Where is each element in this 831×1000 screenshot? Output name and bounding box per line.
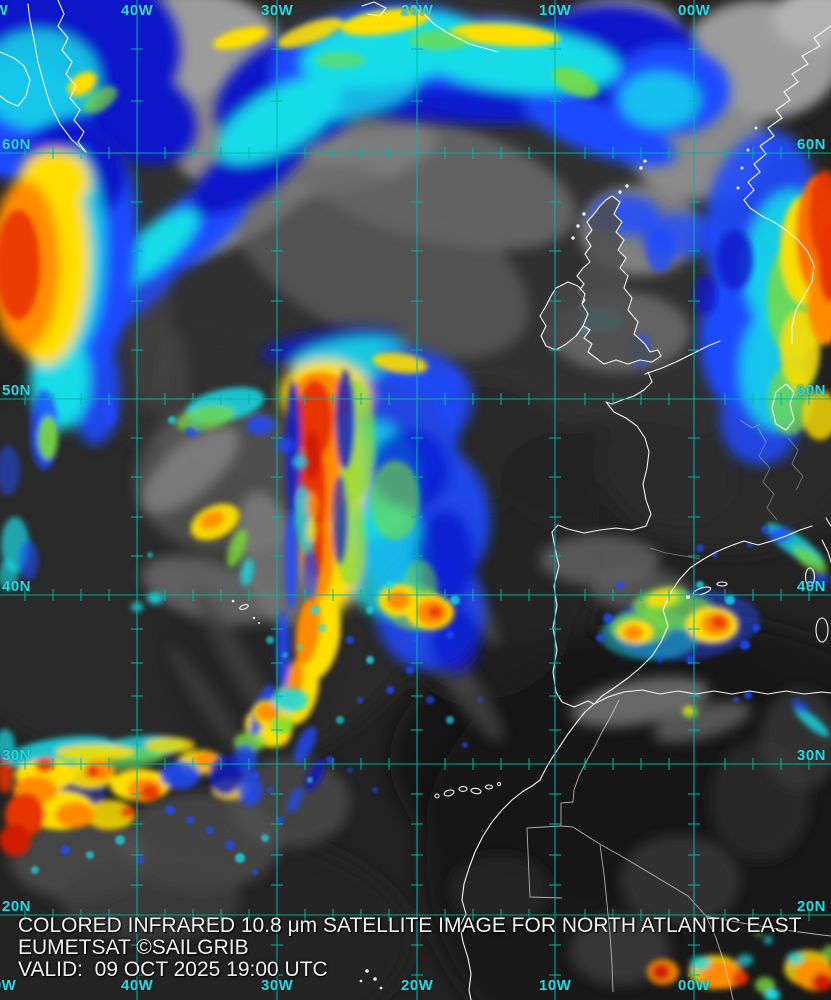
cloud-band-north-streaks [67, 8, 625, 332]
lon-label-20w-bottom: 20W [401, 977, 434, 994]
lon-label-50w-bottom: 50W [0, 977, 17, 994]
lon-label-40w-top: 40W [121, 2, 154, 19]
lat-label-50n-right: 50N [797, 382, 827, 399]
lat-label-40n-left: 40N [2, 578, 32, 595]
convection-sahel [647, 930, 831, 1000]
caption-valid-time: VALID: 09 OCT 2025 19:00 UTC [18, 958, 328, 981]
lon-label-30w-bottom: 30W [261, 977, 294, 994]
cloud-speckles [31, 416, 769, 875]
caption-credit: EUMETSAT ©SAILGRIB [18, 936, 249, 959]
lon-label-40w-bottom: 40W [121, 977, 154, 994]
convection-tropical [0, 688, 325, 856]
lat-label-50n-left: 50N [2, 382, 32, 399]
lat-label-60n-right: 60N [797, 136, 827, 153]
lon-label-00w-bottom: 00W [678, 977, 711, 994]
lon-label-10w-bottom: 10W [539, 977, 572, 994]
lon-label-30w-top: 30W [261, 2, 294, 19]
storm-left-edge [0, 118, 137, 445]
lat-label-30n-right: 30N [797, 747, 827, 764]
lat-label-40n-right: 40N [797, 578, 827, 595]
lon-label-00w-top: 00W [678, 2, 711, 19]
lat-label-60n-left: 60N [2, 136, 32, 153]
convection-spain [600, 523, 830, 737]
lat-label-20n-right: 20N [797, 898, 827, 915]
front-main-core [233, 352, 454, 776]
cutoff-low-spiral [131, 387, 319, 612]
lon-label-50w-top: 50W [0, 2, 9, 19]
cloud-band-north [0, 0, 730, 329]
grid-tick-marks [24, 48, 810, 976]
lon-label-20w-top: 20W [401, 2, 434, 19]
caption-title: COLORED INFRARED 10.8 μm SATELLITE IMAGE… [18, 914, 802, 937]
storm-left-core [0, 210, 204, 590]
lat-label-30n-left: 30N [2, 747, 32, 764]
lat-label-20n-left: 20N [2, 898, 32, 915]
lon-label-10w-top: 10W [539, 2, 572, 19]
